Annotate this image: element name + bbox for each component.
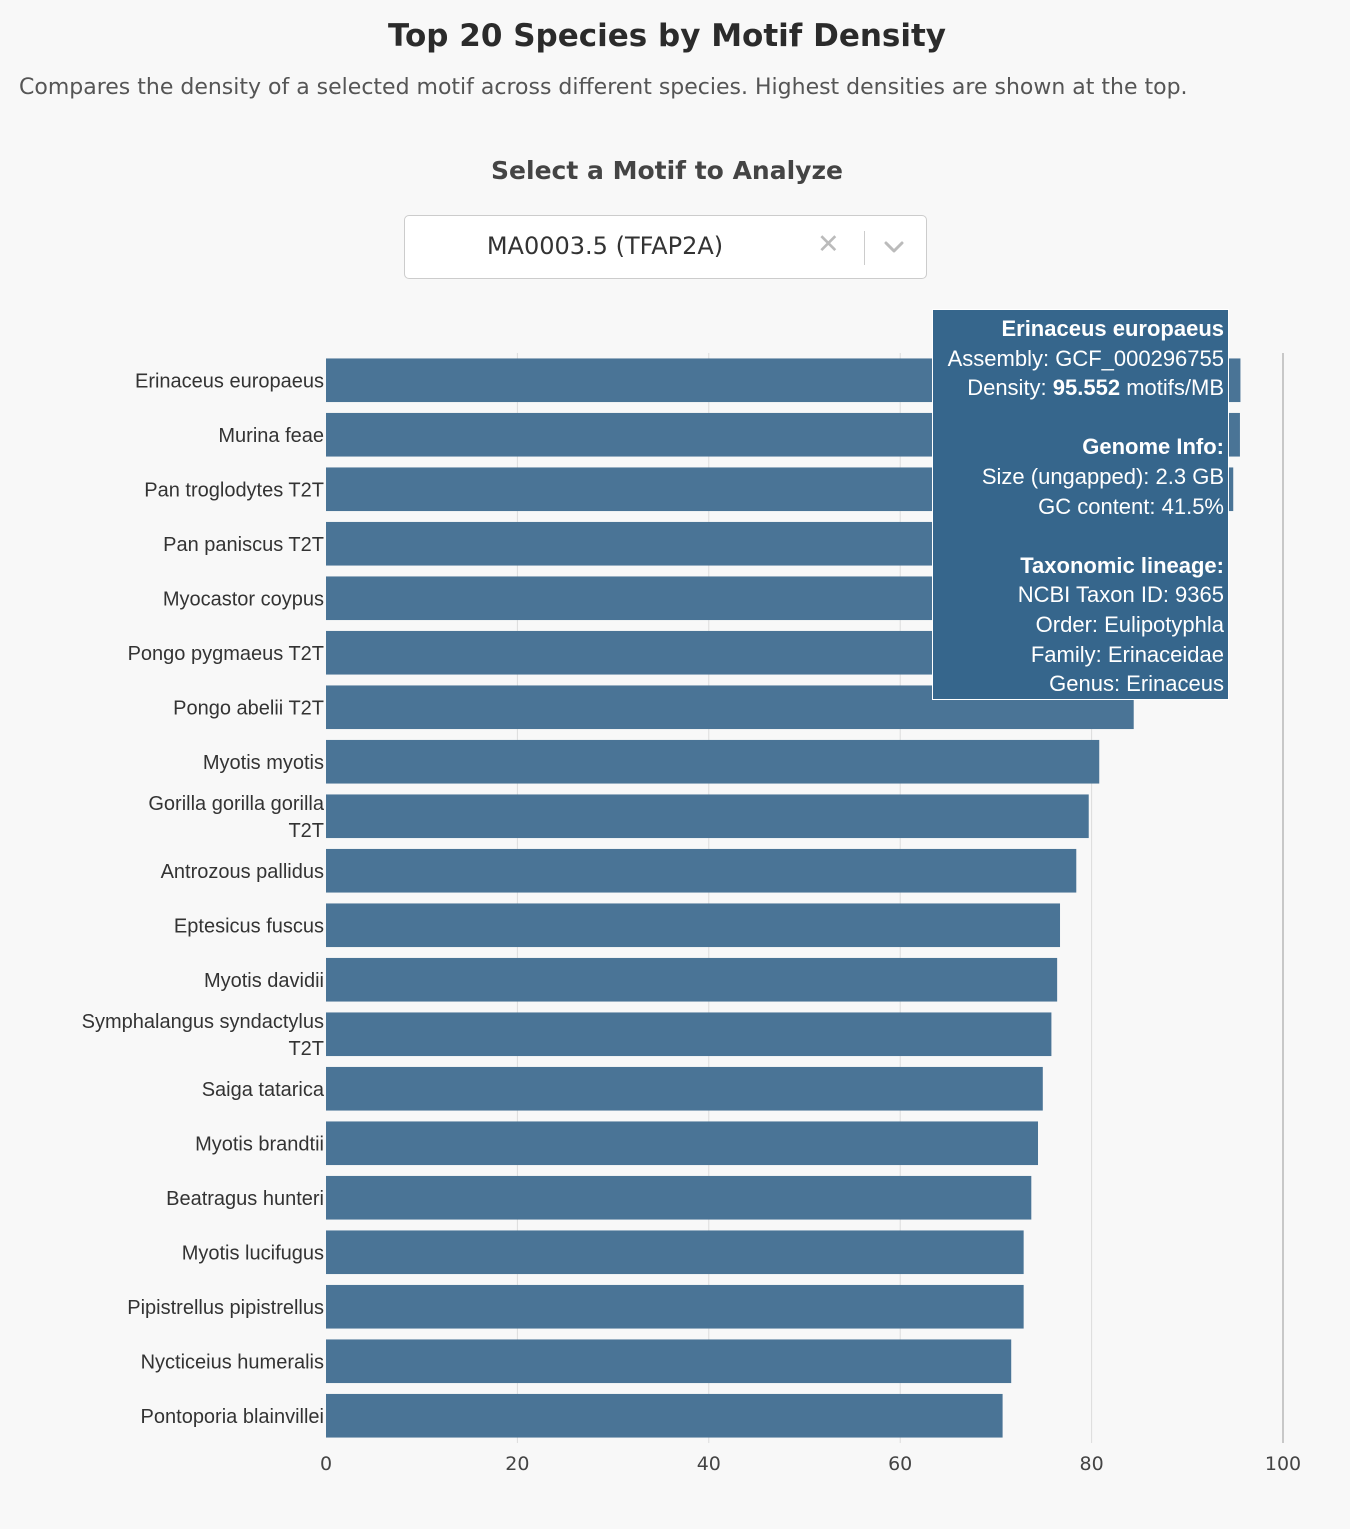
y-axis-label: Saiga tatarica xyxy=(202,1079,325,1101)
tooltip-species: Erinaceus europaeus xyxy=(1001,316,1224,341)
y-axis-label: Symphalangus syndactylus T2T xyxy=(82,1011,324,1060)
y-axis-label: Myotis lucifugus xyxy=(182,1242,324,1264)
bar[interactable] xyxy=(326,1066,1043,1111)
page-title: Top 20 Species by Motif Density xyxy=(387,18,947,54)
bar[interactable] xyxy=(326,1393,1003,1438)
y-axis-label: Eptesicus fuscus xyxy=(174,915,324,937)
y-axis-label: Pontoporia blainvillei xyxy=(141,1406,324,1428)
tooltip-family: Family: Erinaceidae xyxy=(1030,641,1224,667)
bar[interactable] xyxy=(326,903,1061,948)
chevron-down-icon[interactable] xyxy=(883,236,905,262)
y-axis-label: Pan troglodytes T2T xyxy=(144,479,324,501)
y-axis-label: Gorilla gorilla gorilla T2T xyxy=(148,793,325,842)
bar[interactable] xyxy=(326,848,1077,893)
y-axis-label: Myotis davidii xyxy=(204,970,324,992)
select-separator xyxy=(864,231,865,265)
x-tick-label: 40 xyxy=(697,1453,721,1475)
y-axis-label: Myotis brandtii xyxy=(195,1133,324,1155)
tooltip-density: Density: 95.552 motifs/MB xyxy=(967,375,1224,401)
y-axis-label: Pongo abelii T2T xyxy=(173,697,324,719)
y-axis-label: Erinaceus europaeus xyxy=(135,370,324,392)
x-tick-label: 100 xyxy=(1265,1453,1301,1475)
x-tick-label: 80 xyxy=(1080,1453,1104,1475)
bar[interactable] xyxy=(326,1175,1032,1220)
x-axis-ticks: 0 20 40 60 80 100 xyxy=(320,1453,1301,1475)
bar[interactable] xyxy=(326,739,1100,784)
x-tick-label: 60 xyxy=(888,1453,912,1475)
y-axis-label: Nycticeius humeralis xyxy=(141,1351,324,1373)
species-tooltip: Erinaceus europaeus Assembly: GCF_000296… xyxy=(932,309,1229,700)
tooltip-taxonomy-heading: Taxonomic lineage: xyxy=(1020,552,1224,578)
tooltip-order: Order: Eulipotyphla xyxy=(1035,611,1224,637)
y-axis-label: Pan paniscus T2T xyxy=(163,534,324,556)
tooltip-genus: Genus: Erinaceus xyxy=(1049,671,1224,697)
bar[interactable] xyxy=(326,794,1089,839)
x-tick-label: 0 xyxy=(320,1453,332,1475)
bar[interactable] xyxy=(326,957,1058,1002)
bar[interactable] xyxy=(326,1012,1052,1057)
motif-select[interactable]: MA0003.5 (TFAP2A) ✕ xyxy=(404,215,927,279)
y-axis-label: Myotis myotis xyxy=(203,752,324,774)
tooltip-gc: GC content: 41.5% xyxy=(1038,493,1224,519)
x-tick-label: 20 xyxy=(505,1453,529,1475)
tooltip-size: Size (ungapped): 2.3 GB xyxy=(981,463,1224,489)
tooltip-genome-heading: Genome Info: xyxy=(1082,434,1224,460)
page-subtitle: Compares the density of a selected motif… xyxy=(19,75,1188,100)
bar[interactable] xyxy=(326,1121,1039,1166)
y-axis-label: Murina feae xyxy=(218,425,324,447)
y-axis-label: Antrozous pallidus xyxy=(161,861,324,883)
motif-select-label: Select a Motif to Analyze xyxy=(491,156,843,185)
y-axis-label: Myocastor coypus xyxy=(163,588,324,610)
y-axis-label: Beatragus hunteri xyxy=(166,1188,324,1210)
bar[interactable] xyxy=(326,1230,1024,1275)
y-axis-labels: Erinaceus europaeus Murina feae Pan troglo… xyxy=(82,370,325,1428)
bar[interactable] xyxy=(326,1339,1012,1384)
y-axis-label: Pipistrellus pipistrellus xyxy=(127,1297,324,1319)
tooltip-assembly: Assembly: GCF_000296755 xyxy=(947,345,1224,371)
motif-select-value: MA0003.5 (TFAP2A) xyxy=(486,232,724,260)
clear-icon[interactable]: ✕ xyxy=(817,229,840,260)
y-axis-label: Pongo pygmaeus T2T xyxy=(128,643,324,665)
tooltip-taxon-id: NCBI Taxon ID: 9365 xyxy=(1017,582,1224,608)
bar[interactable] xyxy=(326,1284,1024,1329)
